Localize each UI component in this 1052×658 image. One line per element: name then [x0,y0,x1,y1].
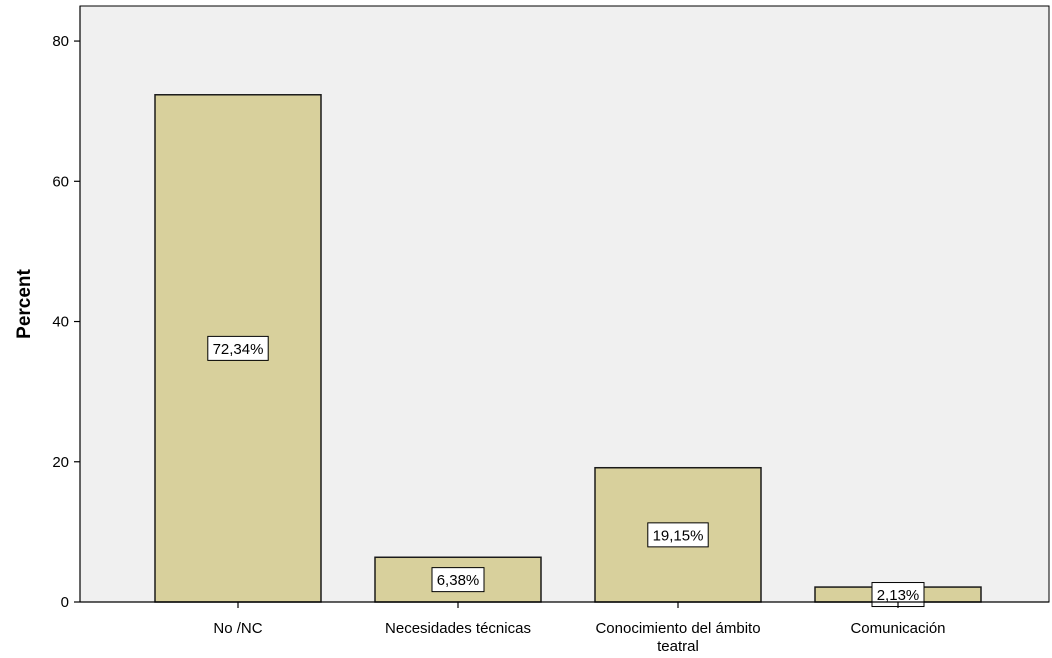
data-label-box [207,335,269,361]
y-tick-label: 40 [52,314,69,331]
data-label: 6,38% [437,572,480,589]
y-tick-label: 20 [52,454,69,471]
data-label: 72,34% [213,341,264,358]
data-label-box [431,567,485,593]
x-tick-label: Necesidades técnicas [385,620,531,637]
x-tick-label: Conocimiento del ámbito [595,620,760,637]
data-label: 19,15% [653,527,704,544]
y-tick-label: 80 [52,33,69,50]
y-tick-label: 0 [61,594,69,611]
y-tick-label: 60 [52,173,69,190]
data-label: 2,13% [877,587,920,604]
x-tick-label: No /NC [213,620,262,637]
y-axis-title: Percent [14,268,35,338]
data-labels-layer: 72,34% 6,38% 19,15% 2,13% [207,335,925,608]
x-tick-label: teatral [657,638,699,655]
bars-layer [154,94,982,603]
y-axis-ticks: 0 20 40 60 80 [52,33,80,611]
data-label-box [647,522,709,548]
x-tick-label: Comunicación [850,620,945,637]
x-axis-ticks: No /NC Necesidades técnicas Conocimiento d… [213,602,946,655]
